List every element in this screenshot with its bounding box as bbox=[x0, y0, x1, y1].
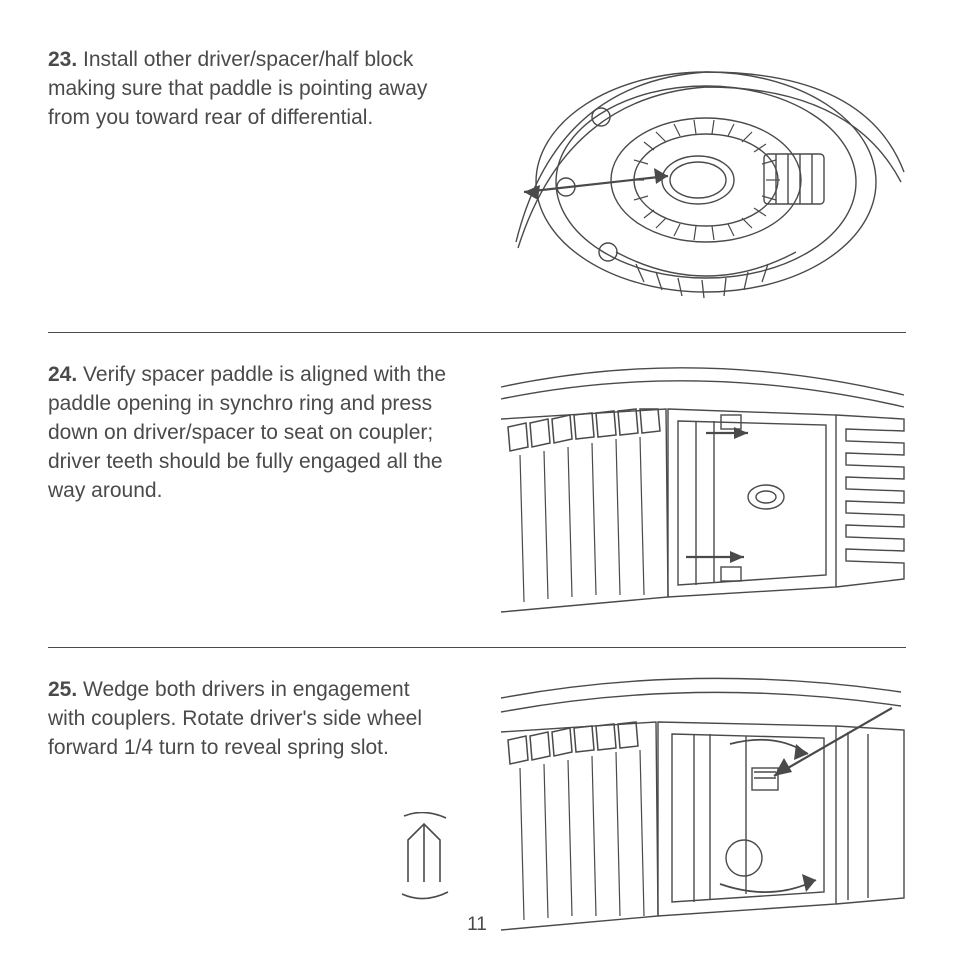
step-body: Install other driver/spacer/half block m… bbox=[48, 48, 427, 129]
step-24-text: 24. Verify spacer paddle is aligned with… bbox=[48, 357, 448, 617]
step-25-text: 25. Wedge both drivers in engagement wit… bbox=[48, 672, 448, 932]
step-24-figure bbox=[468, 357, 906, 617]
step-number: 23. bbox=[48, 48, 77, 71]
step-25-figure bbox=[468, 672, 906, 932]
step-number: 25. bbox=[48, 678, 77, 701]
step-23-text: 23. Install other driver/spacer/half blo… bbox=[48, 42, 448, 302]
step-body: Wedge both drivers in engagement with co… bbox=[48, 678, 422, 759]
step-23: 23. Install other driver/spacer/half blo… bbox=[48, 42, 906, 330]
differential-top-illustration bbox=[496, 42, 906, 302]
wedge-detail-inset bbox=[398, 812, 478, 902]
step-body: Verify spacer paddle is aligned with the… bbox=[48, 363, 446, 502]
divider-2 bbox=[48, 647, 906, 648]
page-number: 11 bbox=[0, 914, 954, 936]
spring-slot-illustration bbox=[496, 672, 906, 932]
step-24: 24. Verify spacer paddle is aligned with… bbox=[48, 357, 906, 645]
step-number: 24. bbox=[48, 363, 77, 386]
divider-1 bbox=[48, 332, 906, 333]
coupler-side-illustration bbox=[496, 357, 906, 617]
step-23-figure bbox=[468, 42, 906, 302]
